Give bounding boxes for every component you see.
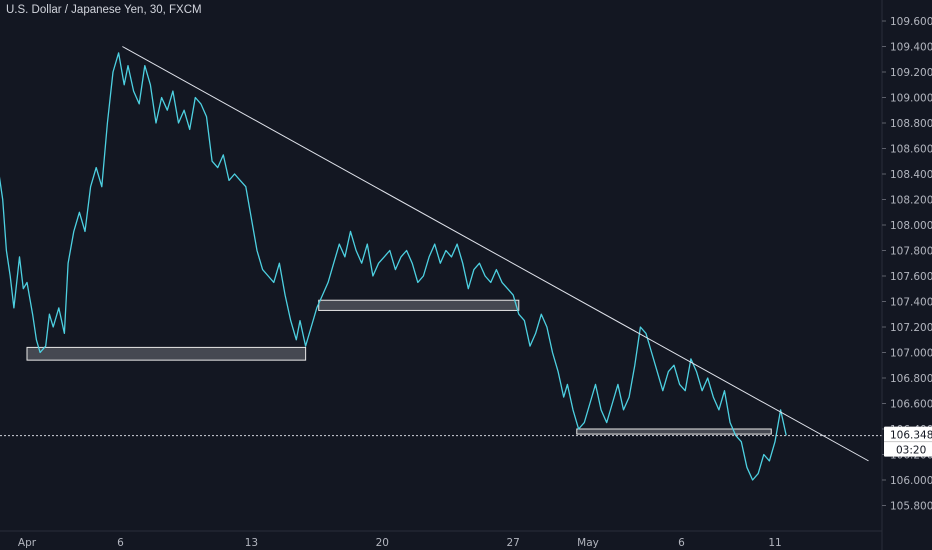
chart-title: U.S. Dollar / Japanese Yen, 30, FXCM <box>6 4 202 16</box>
time-tick-label: 6 <box>678 537 685 549</box>
price-tick-label: 109.200 <box>890 67 932 79</box>
plot-area[interactable] <box>0 46 882 481</box>
price-tick-label: 109.600 <box>890 16 932 28</box>
price-tick-label: 107.000 <box>890 348 932 360</box>
bar-countdown: 03:20 <box>896 445 926 457</box>
price-tick-label: 107.200 <box>890 322 932 334</box>
descending-trendline[interactable] <box>122 46 869 462</box>
time-axis[interactable]: Apr 6 13 20 27 May 6 11 <box>18 537 782 549</box>
time-tick-label: 6 <box>117 537 124 549</box>
price-tick-label: 108.400 <box>890 169 932 181</box>
support-zone-2[interactable] <box>318 299 520 311</box>
price-tick-label: 108.000 <box>890 220 932 232</box>
price-tick-label: 107.600 <box>890 271 932 283</box>
price-tick-label: 106.600 <box>890 399 932 411</box>
price-tick-label: 106.800 <box>890 373 932 385</box>
price-series-line[interactable] <box>0 52 787 481</box>
support-zone-3[interactable] <box>576 428 772 435</box>
time-tick-label: 27 <box>507 537 520 549</box>
price-tick-label: 109.000 <box>890 93 932 105</box>
price-tick-label: 108.600 <box>890 144 932 156</box>
time-tick-label: 11 <box>768 537 781 549</box>
support-zone-1[interactable] <box>26 346 307 361</box>
price-tick-label: 105.800 <box>890 501 932 513</box>
price-tick-label: 108.200 <box>890 195 932 207</box>
price-tick-label: 109.400 <box>890 42 932 54</box>
time-tick-label: 20 <box>376 537 389 549</box>
time-tick-label: 13 <box>245 537 258 549</box>
price-tick-label: 107.400 <box>890 297 932 309</box>
time-tick-label: May <box>577 537 599 549</box>
last-price-value: 106.348 <box>890 430 932 442</box>
last-price-tag: 106.348 03:20 <box>884 426 932 457</box>
price-tick-label: 108.800 <box>890 118 932 130</box>
price-tick-label: 106.000 <box>890 475 932 487</box>
price-axis[interactable]: 109.600 109.400 109.200 109.000 108.800 108.6… <box>882 16 932 513</box>
price-tick-label: 107.800 <box>890 246 932 258</box>
time-tick-label: Apr <box>18 537 37 549</box>
